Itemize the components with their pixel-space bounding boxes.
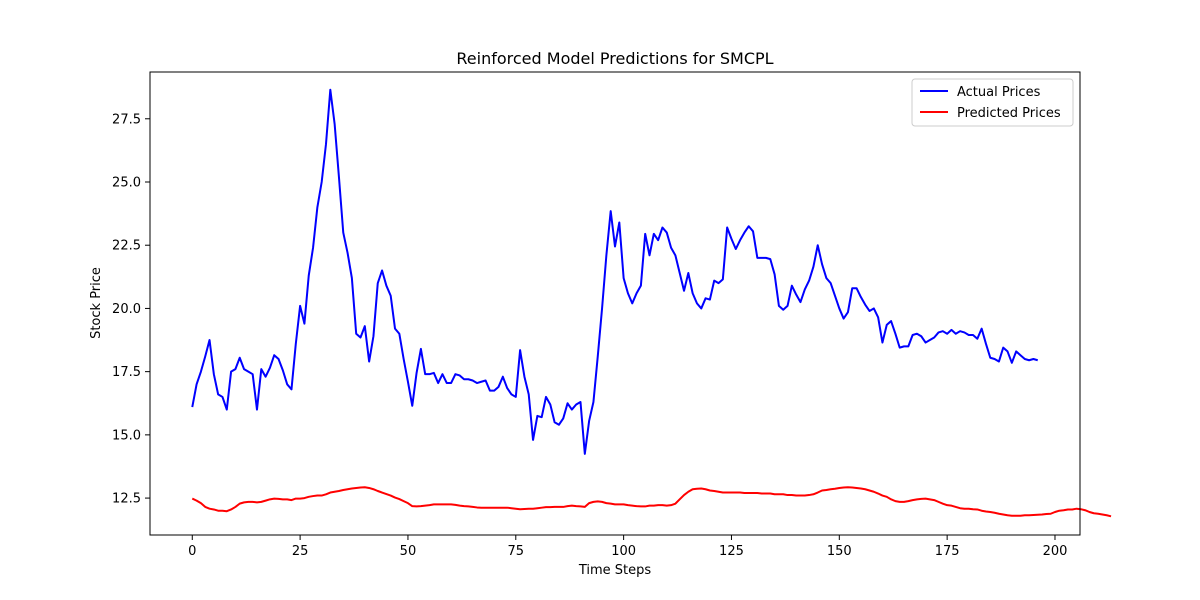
legend-box xyxy=(911,78,1074,127)
x-tick-label: 50 xyxy=(400,544,417,559)
x-tick-label: 200 xyxy=(1043,544,1068,559)
series-layer xyxy=(191,88,1112,518)
y-axis: 12.5 15.0 17.5 20.0 22.5 25.0 27.5 xyxy=(112,112,150,507)
y-tick-label: 12.5 xyxy=(112,492,141,507)
y-tick-label: 20.0 xyxy=(112,302,141,317)
x-tick-label: 75 xyxy=(508,544,525,559)
x-axis: 0 25 50 75 100 125 150 175 200 xyxy=(188,535,1067,559)
series-line-predicted-prices xyxy=(191,486,1112,518)
x-tick-label: 100 xyxy=(611,544,636,559)
x-tick-label: 125 xyxy=(719,544,744,559)
y-tick-label: 27.5 xyxy=(112,112,141,127)
legend-label-actual-prices: Actual Prices xyxy=(957,85,1041,100)
x-axis-label: Time Steps xyxy=(578,563,652,578)
y-tick-label: 17.5 xyxy=(112,365,141,380)
y-axis-label: Stock Price xyxy=(89,267,104,339)
legend: Actual Prices Predicted Prices xyxy=(911,78,1074,127)
y-tick-label: 15.0 xyxy=(112,428,141,443)
x-tick-label: 175 xyxy=(935,544,960,559)
series-line-actual-prices xyxy=(191,88,1039,455)
y-tick-label: 25.0 xyxy=(112,175,141,190)
x-tick-label: 25 xyxy=(292,544,309,559)
chart-title: Reinforced Model Predictions for SMCPL xyxy=(456,49,773,68)
x-tick-label: 0 xyxy=(188,544,196,559)
legend-label-predicted-prices: Predicted Prices xyxy=(957,106,1061,121)
plot-frame xyxy=(149,71,1081,536)
plot-area xyxy=(150,72,1080,535)
x-tick-label: 150 xyxy=(827,544,852,559)
y-tick-label: 22.5 xyxy=(112,239,141,254)
